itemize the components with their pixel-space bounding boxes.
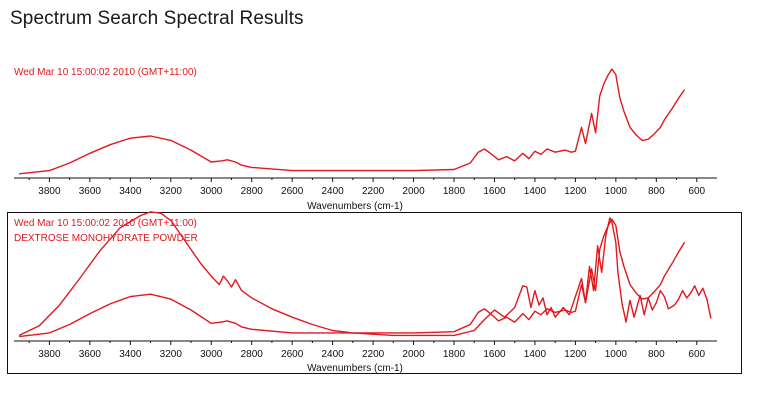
- x-tick-label: 600: [688, 349, 705, 360]
- spectrum-line-2: [18, 211, 712, 337]
- x-tick-label: 600: [688, 186, 705, 197]
- x-tick-label: 3600: [79, 349, 102, 360]
- series-group: [19, 68, 686, 175]
- x-tick-label: 3400: [119, 349, 142, 360]
- x-tick-label: 800: [648, 186, 665, 197]
- x-axis-title: Wavenumbers (cm-1): [307, 201, 403, 212]
- x-tick-label: 1400: [524, 349, 547, 360]
- series-group: [18, 211, 712, 338]
- x-tick-label: 2400: [322, 186, 345, 197]
- x-tick-label: 1200: [564, 349, 587, 360]
- x-tick-label: 3600: [79, 186, 102, 197]
- x-tick-label: 3000: [200, 349, 223, 360]
- x-tick-label: 3200: [160, 186, 183, 197]
- bottom-spectrum-chart: Wed Mar 10 15:00:02 2010 (GMT+11:00) DEX…: [7, 211, 742, 374]
- chart-sample-name: DEXTROSE MONOHYDRATE POWDER: [14, 233, 198, 244]
- chart-frame: [7, 212, 742, 374]
- chart-timestamp: Wed Mar 10 15:00:02 2010 (GMT+11:00): [14, 218, 197, 229]
- x-tick-label: 2800: [241, 186, 264, 197]
- spectrum-line-1: [19, 68, 686, 175]
- x-tick-label: 3400: [119, 186, 142, 197]
- x-axis-title: Wavenumbers (cm-1): [307, 363, 403, 374]
- top-spectrum-chart: Wed Mar 10 15:00:02 2010 (GMT+11:00) 380…: [14, 67, 717, 212]
- x-tick-label: 3800: [38, 186, 61, 197]
- x-tick-label: 3000: [200, 186, 223, 197]
- x-tick-label: 2600: [281, 349, 304, 360]
- x-tick-label: 3800: [38, 349, 61, 360]
- x-tick-label: 2400: [322, 349, 345, 360]
- x-tick-label: 1800: [443, 349, 466, 360]
- chart-timestamp: Wed Mar 10 15:00:02 2010 (GMT+11:00): [14, 67, 197, 78]
- x-tick-label: 3200: [160, 349, 183, 360]
- x-tick-label: 1800: [443, 186, 466, 197]
- page-title: Spectrum Search Spectral Results: [10, 8, 304, 29]
- x-tick-label: 2000: [402, 349, 425, 360]
- spectrum-line-1: [19, 218, 686, 338]
- x-tick-label: 1400: [524, 186, 547, 197]
- x-tick-label: 2800: [241, 349, 264, 360]
- x-tick-label: 2600: [281, 186, 304, 197]
- x-tick-group: 3800 3600 3400 3200 3000 2800 2600 2400 2200 2000…: [28, 178, 706, 197]
- x-tick-label: 1000: [605, 349, 628, 360]
- x-tick-label: 2200: [362, 186, 385, 197]
- x-tick-label: 1000: [605, 186, 628, 197]
- x-tick-group: 3800 3600 3400 3200 3000 2800 2600 2400 2200 2000…: [28, 341, 706, 360]
- x-tick-label: 1600: [483, 349, 506, 360]
- x-tick-label: 2000: [402, 186, 425, 197]
- x-tick-label: 2200: [362, 349, 385, 360]
- x-tick-label: 800: [648, 349, 665, 360]
- x-tick-label: 1200: [564, 186, 587, 197]
- x-tick-label: 1600: [483, 186, 506, 197]
